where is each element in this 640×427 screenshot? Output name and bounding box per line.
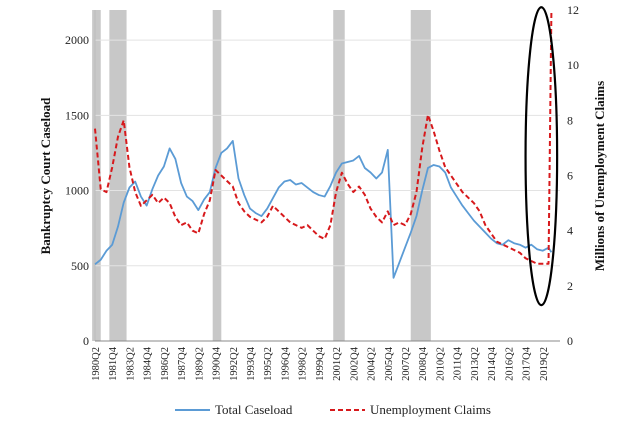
x-tick-label-2019Q2: 2019Q2 — [539, 347, 550, 381]
x-tick-label-2011Q4: 2011Q4 — [453, 346, 464, 380]
left-tick-label-0: 0 — [83, 334, 89, 348]
recession-band-1 — [92, 10, 101, 341]
right-tick-label-2: 2 — [567, 279, 573, 293]
x-tick-label-2013Q2: 2013Q2 — [470, 347, 481, 381]
x-tick-label-1995Q2: 1995Q2 — [263, 347, 274, 381]
x-tick-label-2016Q2: 2016Q2 — [504, 347, 515, 381]
recession-band-4 — [333, 10, 345, 341]
x-tick-label-1998Q2: 1998Q2 — [298, 347, 309, 381]
x-tick-label-1999Q4: 1999Q4 — [315, 346, 326, 381]
left-tick-label-1500: 1500 — [65, 108, 89, 122]
right-y-ticks: 0 2 4 6 8 10 12 — [567, 3, 579, 348]
x-tick-label-1980Q2: 1980Q2 — [91, 347, 102, 381]
right-tick-label-8: 8 — [567, 113, 573, 127]
x-tick-label-1992Q2: 1992Q2 — [229, 347, 240, 381]
recession-band-3 — [212, 10, 222, 341]
x-tick-label-2004Q2: 2004Q2 — [367, 347, 378, 381]
legend-label-total-caseload: Total Caseload — [215, 402, 293, 417]
right-tick-label-10: 10 — [567, 58, 579, 72]
plot-area-frame — [94, 10, 560, 342]
x-tick-label-2002Q4: 2002Q4 — [349, 346, 360, 381]
x-tick-label-2014Q4: 2014Q4 — [487, 346, 498, 381]
x-tick-label-2017Q4: 2017Q4 — [522, 346, 533, 381]
left-axis-title: Bankruptcy Court Caseload — [38, 97, 53, 255]
x-tick-label-2007Q2: 2007Q2 — [401, 347, 412, 381]
line-total-caseload — [94, 140, 553, 279]
right-tick-label-4: 4 — [567, 224, 573, 238]
annotation-ellipse — [524, 6, 559, 307]
recession-bands — [92, 10, 431, 341]
x-tick-label-1984Q4: 1984Q4 — [143, 346, 154, 381]
left-tick-label-500: 500 — [71, 259, 89, 273]
left-tick-label-2000: 2000 — [65, 33, 89, 47]
x-tick-label-1986Q2: 1986Q2 — [160, 347, 171, 381]
series-unemployment-claims — [94, 12, 553, 265]
x-tick-label-1989Q2: 1989Q2 — [194, 347, 205, 381]
legend-label-unemployment-claims: Unemployment Claims — [370, 402, 491, 417]
x-tick-label-1996Q4: 1996Q4 — [280, 346, 291, 381]
x-tick-label-2010Q2: 2010Q2 — [435, 347, 446, 381]
x-tick-label-1993Q4: 1993Q4 — [246, 346, 257, 381]
x-tick-label-1983Q2: 1983Q2 — [125, 347, 136, 381]
x-tick-label-2001Q2: 2001Q2 — [332, 347, 343, 381]
x-tick-label-2008Q4: 2008Q4 — [418, 346, 429, 381]
right-tick-label-6: 6 — [567, 169, 573, 183]
left-tick-label-1000: 1000 — [65, 184, 89, 198]
x-ticks: 1980Q2 1981Q4 1983Q2 1984Q4 1986Q2 1987Q4 1989… — [91, 346, 550, 381]
right-tick-label-0: 0 — [567, 334, 573, 348]
line-unemployment-claims — [94, 12, 553, 265]
series-total-caseload — [94, 140, 553, 279]
recession-band-2 — [109, 10, 127, 341]
left-y-ticks: 0 500 1000 1500 2000 — [65, 33, 89, 348]
legend: Total Caseload Unemployment Claims — [175, 402, 491, 417]
x-tick-label-2005Q4: 2005Q4 — [384, 346, 395, 381]
right-tick-label-12: 12 — [567, 3, 579, 17]
right-axis-title: Millions of Unemployment Claims — [592, 81, 607, 271]
x-tick-label-1990Q4: 1990Q4 — [212, 346, 223, 381]
annotation — [524, 6, 559, 307]
recession-band-5 — [410, 10, 431, 341]
x-tick-label-1981Q4: 1981Q4 — [108, 346, 119, 381]
x-tick-label-1987Q4: 1987Q4 — [177, 346, 188, 381]
